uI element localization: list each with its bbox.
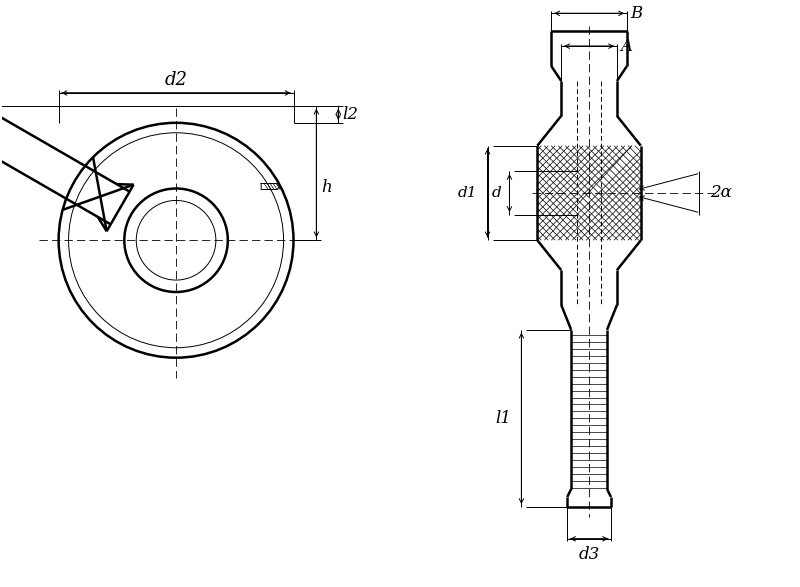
Text: B: B <box>630 5 642 22</box>
Text: 2α: 2α <box>710 184 732 201</box>
Text: l1: l1 <box>495 410 511 427</box>
Text: d3: d3 <box>578 546 600 564</box>
Text: A: A <box>620 38 632 55</box>
Text: l2: l2 <box>342 106 358 123</box>
Text: h: h <box>321 180 332 197</box>
Text: d2: d2 <box>165 71 187 89</box>
Text: d: d <box>492 186 502 200</box>
Text: d1: d1 <box>458 186 478 200</box>
